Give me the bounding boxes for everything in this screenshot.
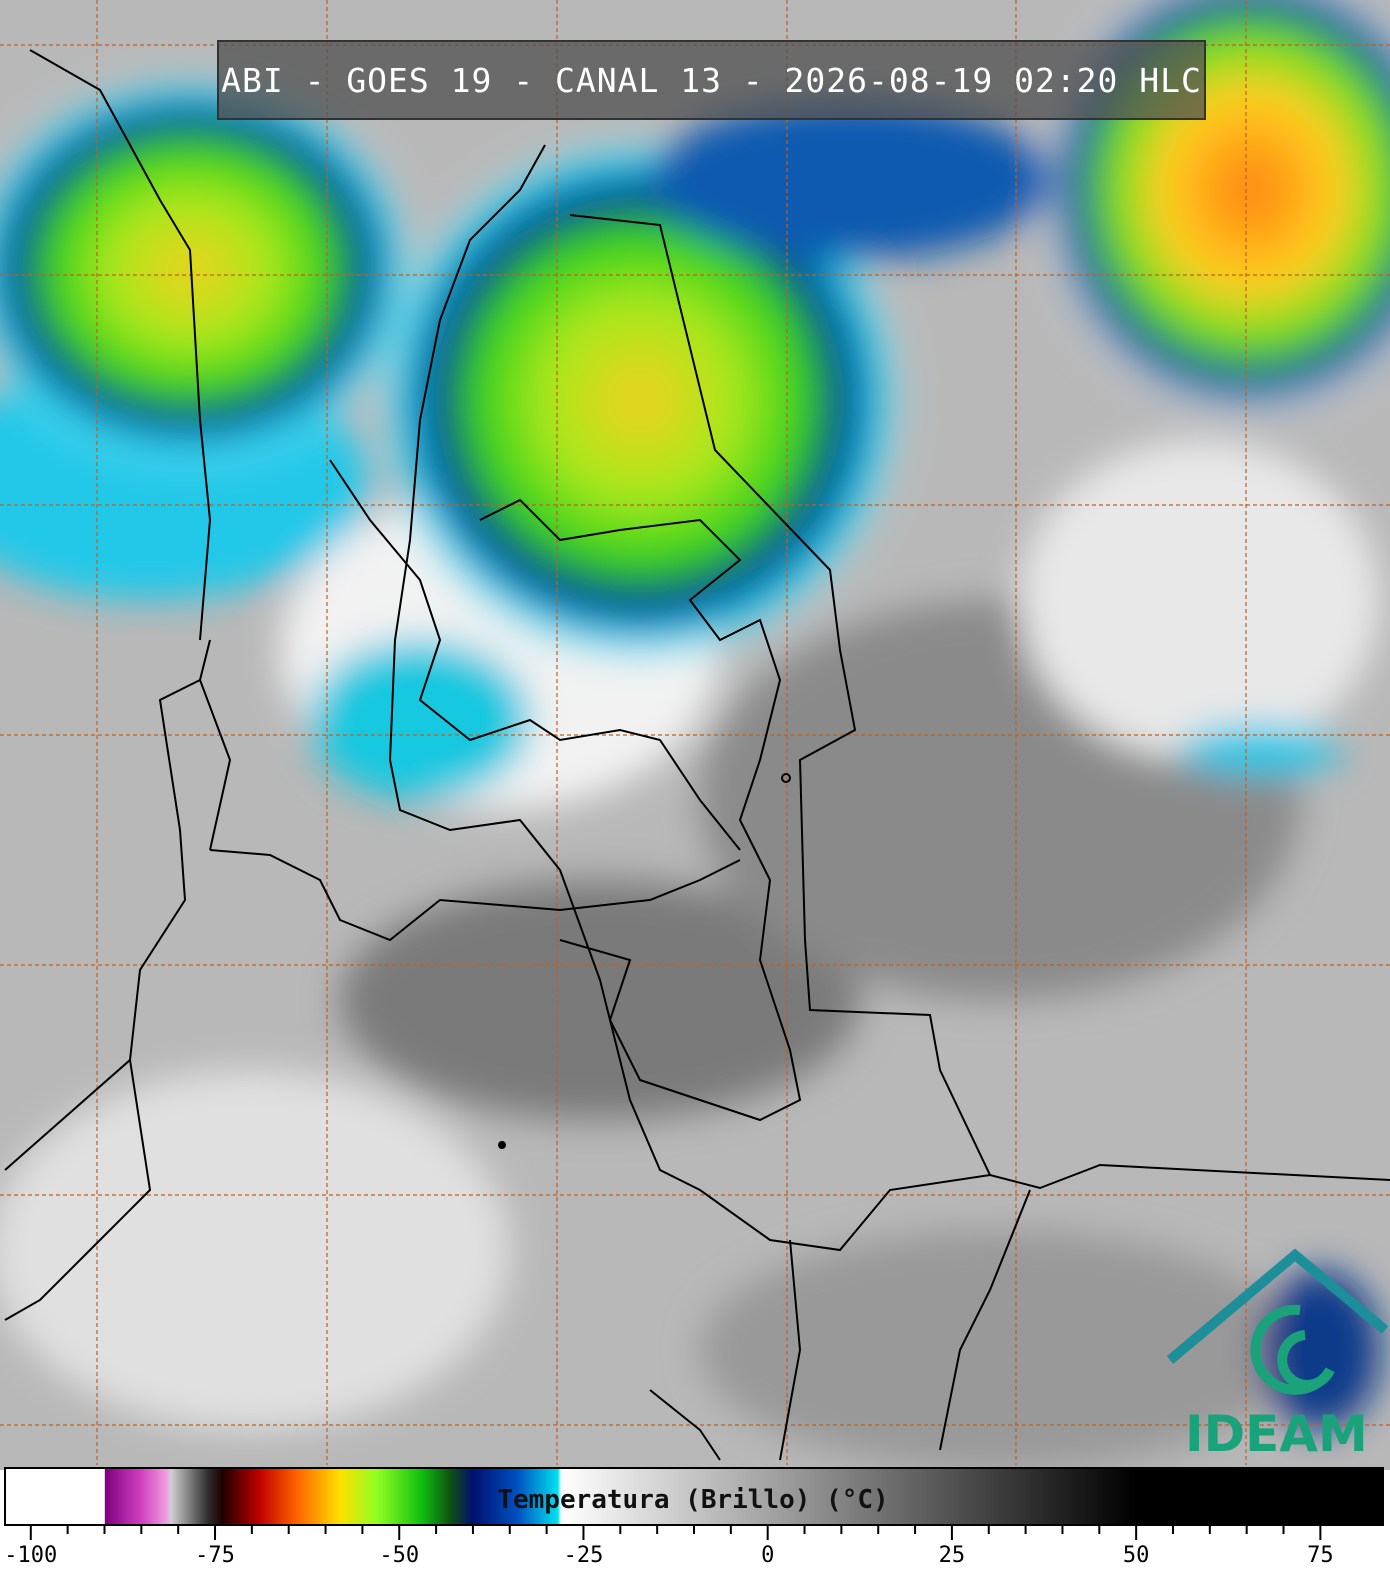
colorbar-label: Temperatura (Brillo) (°C) [497,1485,888,1515]
logo-text: IDEAM [1185,1405,1368,1463]
tick-label: 75 [1307,1543,1334,1568]
satellite-map [0,0,1390,1470]
title: ABI - GOES 19 - CANAL 13 - 2026-08-19 02… [221,60,1202,100]
colorbar-bar [4,1467,1384,1526]
title-banner: ABI - GOES 19 - CANAL 13 - 2026-08-19 02… [217,40,1206,120]
tick-label: -75 [195,1543,235,1568]
tick-label: 0 [761,1543,774,1568]
tick-label: 25 [939,1543,966,1568]
tick-label: -50 [379,1543,419,1568]
tick-label: -25 [564,1543,604,1568]
tick-label: -100 [4,1543,57,1568]
tick-label: 50 [1123,1543,1150,1568]
